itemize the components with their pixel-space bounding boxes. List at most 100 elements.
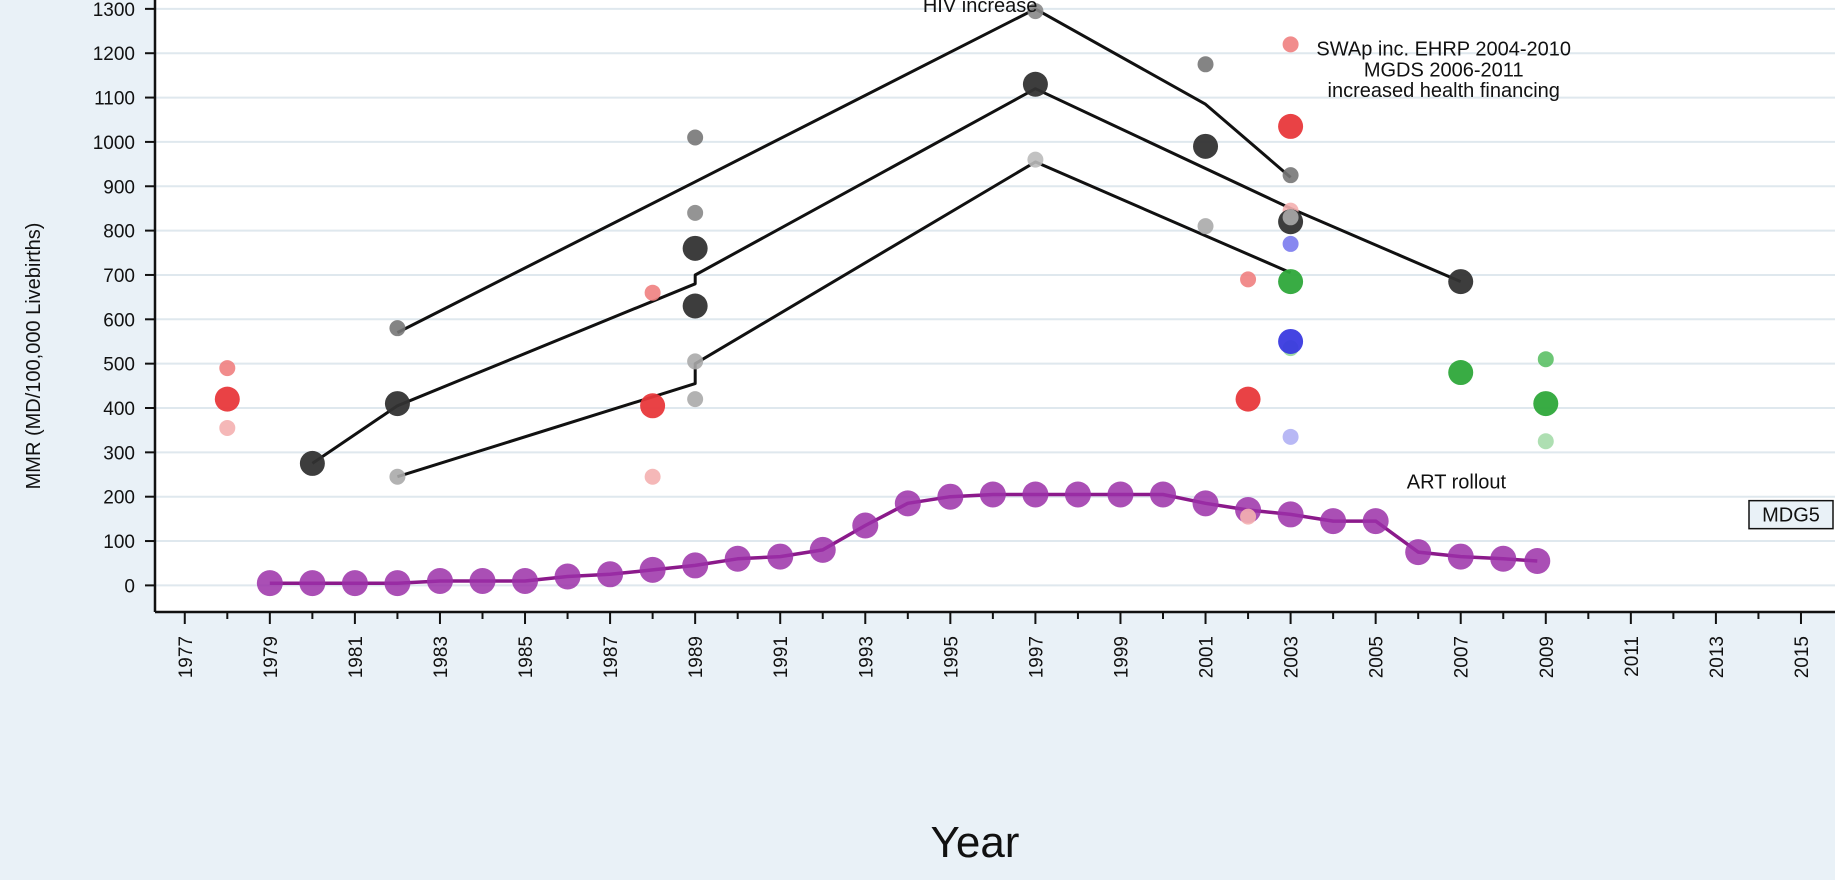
trend-point [894,490,921,517]
x-tick-label: 1983 [431,636,452,678]
axes-layer: 0 100 200 300 400 500 600 700 800 900 1000 1100 1200… [93,0,1835,678]
mdg5-box [1748,499,1834,530]
x-tick-label: 2007 [1452,636,1473,678]
data-point [682,235,708,261]
y-tick-label: 300 [103,443,135,464]
trend-point [852,512,879,539]
data-point [1533,391,1559,417]
x-tick-label: 1987 [601,636,622,678]
trend-point [1107,481,1134,508]
y-tick-label: 1200 [93,44,135,65]
trend-point [1022,481,1049,508]
data-point [1240,271,1257,288]
trend-point [512,567,539,594]
trend-point [554,563,581,590]
trend-point [1277,501,1304,528]
data-point [1282,36,1299,53]
trend-point [1320,508,1347,535]
data-point [1448,269,1474,295]
x-tick-label: 2001 [1197,636,1218,678]
trend-point [979,481,1006,508]
data-point [1197,56,1214,73]
data-point [299,450,325,476]
data-point [1282,167,1299,184]
data-point [1022,71,1048,97]
trend-point [724,545,751,572]
points-layer [214,3,1559,597]
data-point [389,468,406,485]
trend-point [597,561,624,588]
data-point [687,391,704,408]
trend-point [809,536,836,563]
y-tick-label: 800 [103,222,135,243]
y-tick-label: 500 [103,355,135,376]
x-tick-label: 2003 [1282,636,1303,678]
trend-point [937,483,964,510]
data-point [1027,151,1044,168]
x-tick-label: 2009 [1537,636,1558,678]
x-tick-label: 1991 [771,636,792,678]
trend-point [1490,545,1517,572]
data-point [644,284,661,301]
trend-point [256,570,283,597]
data-point [1240,508,1257,525]
trend-point [1524,548,1551,574]
x-tick-label: 2013 [1707,636,1728,678]
x-tick-label: 1999 [1111,636,1132,678]
data-point [1197,218,1214,235]
y-tick-label: 700 [103,266,135,287]
trend-point [1447,543,1474,570]
x-tick-label: 2005 [1367,636,1388,678]
data-point [1282,209,1299,226]
data-point [384,391,410,417]
y-tick-label: 1300 [93,0,135,21]
data-point [219,419,236,436]
data-point [1448,360,1474,386]
data-point [682,293,708,319]
annotation: HIV increase [923,0,1038,17]
data-point [1235,386,1261,412]
trend-point [1150,481,1176,508]
x-tick-label: 1997 [1026,636,1047,678]
y-tick-label: 600 [103,310,135,331]
annotation: increased health financing [1328,80,1560,102]
annotation: MGDS 2006-2011 [1364,59,1524,81]
data-point [687,204,704,221]
data-point [644,468,661,485]
data-point [219,360,236,377]
x-tick-label: 1981 [346,636,367,678]
x-tick-label: 1993 [856,636,877,678]
annotation: ART rollout [1407,472,1507,494]
data-point [1282,428,1299,445]
trend-point [1362,508,1389,535]
data-point [214,386,240,412]
y-tick-label: 1100 [94,89,135,110]
data-point [1027,3,1044,20]
data-point [687,353,704,370]
y-tick-label: 900 [103,177,135,198]
y-tick-label: 1000 [93,133,135,154]
trend-point [341,570,368,597]
data-point [1193,133,1219,159]
trend-point [469,567,496,594]
x-tick-label: 2011 [1622,636,1643,677]
trend-point [1064,481,1091,508]
mdg5-label: MDG5 [1762,505,1820,527]
data-point [1278,328,1304,354]
trend-point [639,556,666,583]
trend-point [426,567,453,594]
trend-point [682,552,709,579]
y-axis-title: MMR (MD/100,000 Livebirths) [23,223,45,490]
y-tick-label: 400 [103,399,135,420]
x-tick-label: 1979 [261,636,282,678]
x-tick-label: 1989 [686,636,707,678]
x-tick-label: 1977 [176,636,197,678]
data-point [1537,433,1554,450]
trend-point [299,570,326,597]
trend-point [384,570,411,597]
labels-layer: Health system deteriorationHIV increaseS… [923,0,1834,530]
x-tick-label: 1995 [941,636,962,678]
